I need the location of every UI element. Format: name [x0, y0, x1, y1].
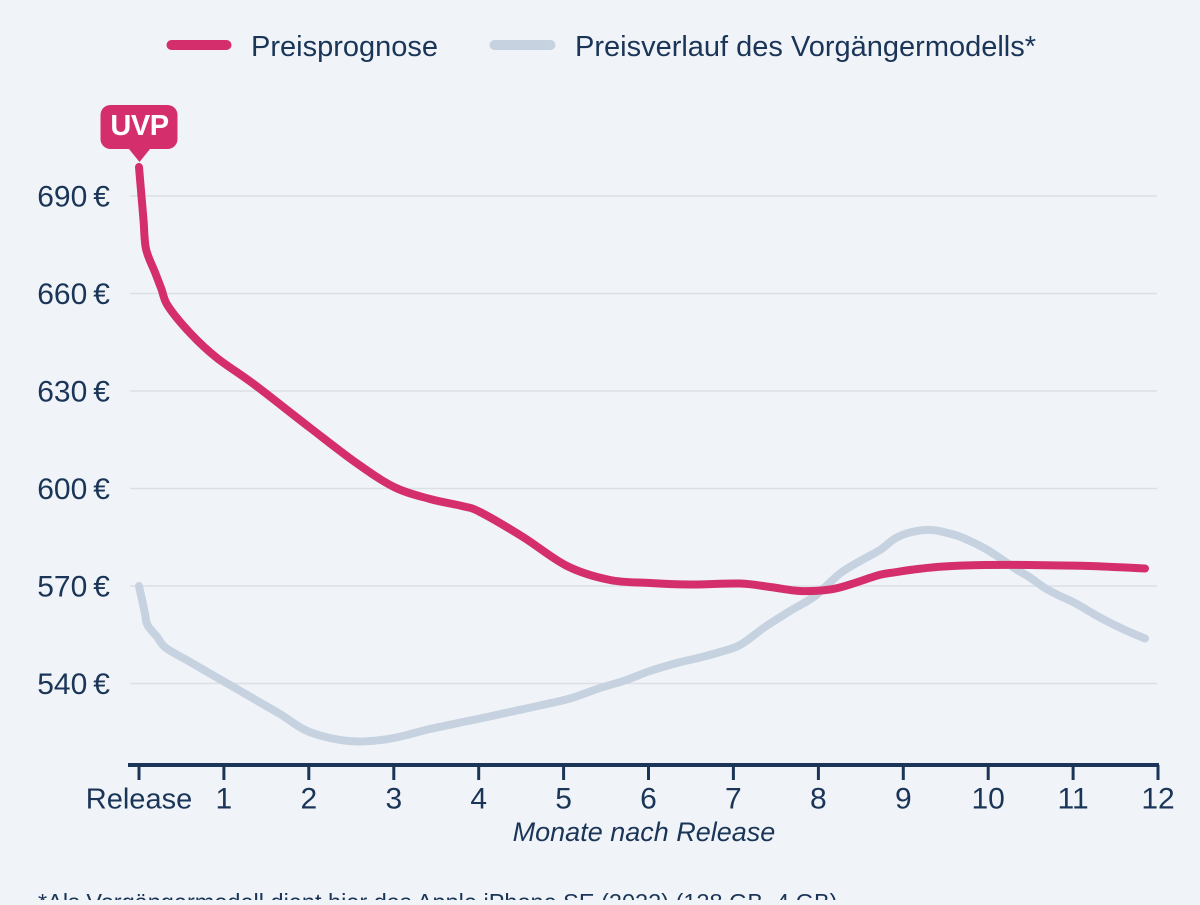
svg-text:660 €: 660 € [37, 278, 110, 311]
svg-text:Release: Release [86, 784, 192, 816]
svg-text:4: 4 [470, 783, 487, 816]
svg-text:7: 7 [725, 783, 742, 816]
svg-text:690 €: 690 € [37, 181, 110, 214]
svg-text:3: 3 [385, 783, 402, 816]
svg-text:600 €: 600 € [37, 473, 110, 506]
svg-text:5: 5 [555, 783, 572, 816]
svg-text:Preisprognose: Preisprognose [251, 31, 438, 63]
svg-text:9: 9 [895, 783, 912, 816]
svg-text:8: 8 [810, 783, 827, 816]
svg-text:10: 10 [972, 783, 1005, 816]
svg-text:UVP: UVP [110, 110, 168, 142]
svg-text:Preisverlauf des Vorgängermode: Preisverlauf des Vorgängermodells* [575, 31, 1036, 63]
svg-text:Monate nach Release: Monate nach Release [513, 817, 776, 847]
svg-text:1: 1 [216, 783, 233, 816]
svg-text:2: 2 [300, 783, 317, 816]
svg-text:12: 12 [1141, 783, 1174, 816]
svg-text:570 €: 570 € [37, 571, 110, 604]
svg-text:11: 11 [1058, 783, 1089, 816]
svg-text:*Als Vorgängermodell dient hie: *Als Vorgängermodell dient hier das Appl… [38, 889, 837, 900]
svg-text:630 €: 630 € [37, 376, 110, 409]
svg-text:6: 6 [640, 783, 657, 816]
svg-text:540 €: 540 € [37, 668, 110, 701]
